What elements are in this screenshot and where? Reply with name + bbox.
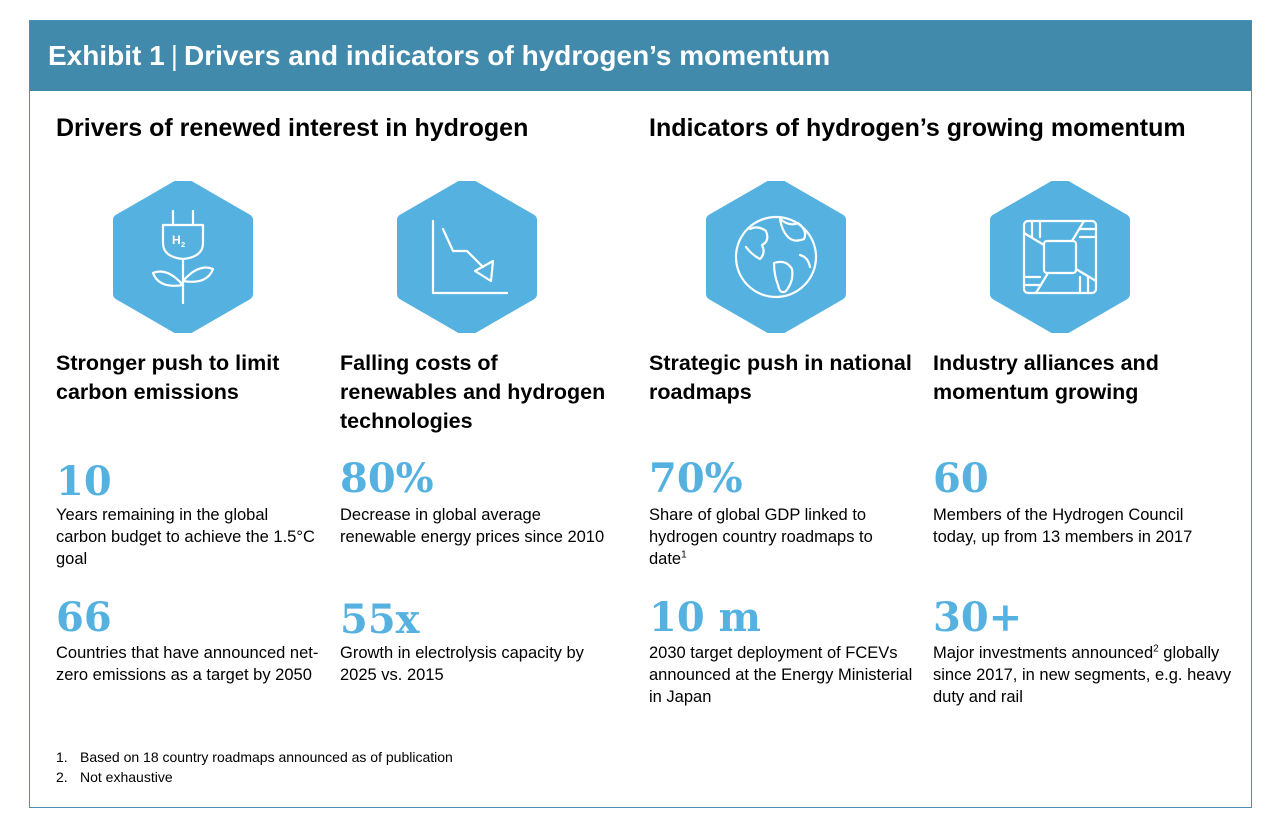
stat-description-text: Share of global GDP linked to hydrogen c… [649, 506, 873, 568]
svg-text:2: 2 [181, 240, 185, 249]
column-title: Falling costs of renewables and hydrogen… [340, 351, 606, 433]
footnotes: 1. Based on 18 country roadmaps announced… [56, 748, 453, 787]
stat-description: Share of global GDP linked to hydrogen c… [649, 504, 914, 570]
stat-description: Years remaining in the global carbon bud… [56, 506, 315, 568]
drivers-section-title: Drivers of renewed interest in hydrogen [56, 114, 529, 142]
svg-text:H: H [172, 233, 181, 247]
footnote-marker: 1 [681, 549, 687, 561]
stat-description: Countries that have announced net-zero e… [56, 644, 319, 684]
hydrogen-plug-plant-icon: H 2 [107, 181, 259, 333]
stat-value: 55x [340, 596, 420, 643]
footnote-text: Not exhaustive [80, 768, 173, 785]
stat-value: 10 m [649, 594, 761, 641]
column-title: Industry alliances and momentum growing [933, 351, 1159, 404]
footnote-text: Based on 18 country roadmaps announced a… [80, 749, 453, 765]
column-title: Strategic push in national roadmaps [649, 351, 912, 404]
footnote-marker: 2 [1153, 643, 1159, 655]
stat-value: 10 [56, 458, 112, 505]
exhibit-label: Exhibit 1 [48, 40, 165, 71]
stat-description-text: globally since 2017, in new segments, e.… [933, 644, 1232, 706]
footnote: 1. Based on 18 country roadmaps announced… [56, 748, 453, 768]
globe-icon [700, 181, 852, 333]
stat-description: Decrease in global average renewable ene… [340, 506, 605, 546]
column-title: Stronger push to limit carbon emissions [56, 351, 280, 404]
falling-cost-chart-icon [391, 181, 543, 333]
stat-value: 80% [340, 455, 434, 502]
exhibit-title: Drivers and indicators of hydrogen’s mom… [183, 40, 831, 71]
stat-description: Members of the Hydrogen Council today, u… [933, 506, 1193, 546]
stat-description: Major investments announced2 globally si… [933, 642, 1233, 708]
joined-hands-icon [984, 181, 1136, 333]
stat-value: 60 [933, 455, 989, 502]
stat-description: 2030 target deployment of FCEVs announce… [649, 644, 913, 706]
stat-description: Growth in electrolysis capacity by 2025 … [340, 644, 584, 684]
stat-value: 66 [56, 594, 112, 641]
stat-value: 30+ [933, 594, 1023, 641]
footnote-number: 1. [56, 749, 68, 765]
footnote: 2. Not exhaustive [56, 768, 453, 788]
header-separator: | [170, 40, 178, 71]
stat-description-text: Major investments announced [933, 644, 1154, 662]
exhibit-header: Exhibit 1 | Drivers and indicators of hydr… [30, 21, 1251, 91]
exhibit-frame: Exhibit 1 | Drivers and indicators of hydr… [29, 20, 1252, 808]
stat-value: 70% [649, 455, 743, 502]
indicators-section-title: Indicators of hydrogen’s growing momentu… [649, 114, 1186, 142]
footnote-number: 2. [56, 768, 68, 785]
